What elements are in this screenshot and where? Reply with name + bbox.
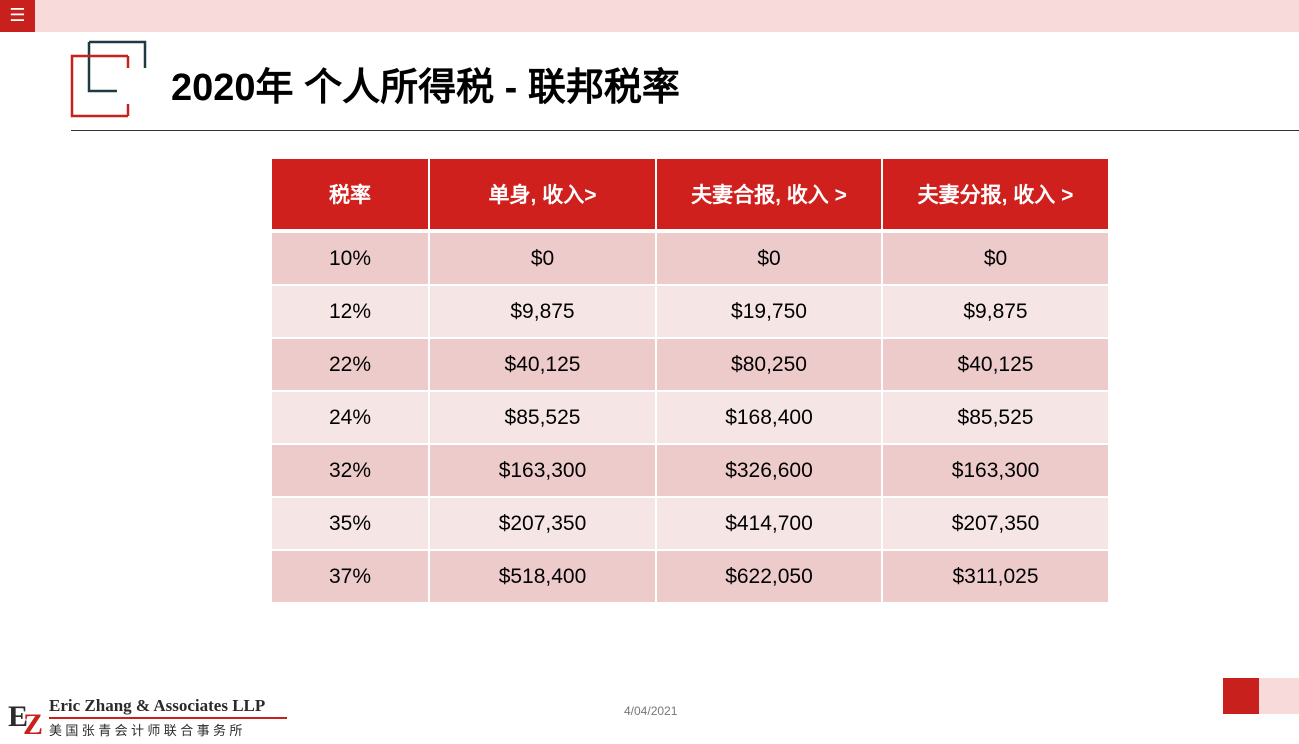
hamburger-icon: ☰ [9,5,26,25]
married-separate-cell: $9,875 [881,284,1110,339]
married-joint-cell: $0 [655,230,883,286]
corner-square-red [1223,678,1259,714]
married-separate-cell: $207,350 [881,496,1110,551]
rate-cell: 10% [270,230,430,286]
married-separate-cell: $311,025 [881,549,1110,604]
rate-cell: 32% [270,443,430,498]
table-row: 12% $9,875 $19,750 $9,875 [270,284,1110,339]
top-bar [0,0,1299,32]
single-cell: $207,350 [428,496,657,551]
svg-text:E: E [8,700,28,733]
company-name-chinese: 美国张青会计师联合事务所 [49,723,246,738]
married-separate-cell: $163,300 [881,443,1110,498]
header-married-joint: 夫妻合报, 收入 > [655,157,883,233]
header-married-separate: 夫妻分报, 收入 > [881,157,1110,233]
table-row: 10% $0 $0 $0 [270,230,1110,286]
slide-date: 4/04/2021 [624,704,678,718]
table-row: 24% $85,525 $168,400 $85,525 [270,390,1110,445]
rate-cell: 24% [270,390,430,445]
single-cell: $518,400 [428,549,657,604]
rate-cell: 37% [270,549,430,604]
company-name: Eric Zhang & Associates LLP [49,696,266,715]
title-corner-decoration [70,40,147,118]
title-divider [71,130,1299,131]
married-joint-cell: $19,750 [655,284,883,339]
single-cell: $9,875 [428,284,657,339]
table-row: 35% $207,350 $414,700 $207,350 [270,496,1110,551]
married-separate-cell: $40,125 [881,337,1110,392]
tax-rate-table: 税率 单身, 收入> 夫妻合报, 收入 > 夫妻分报, 收入 > 10% $0 … [270,157,1110,604]
single-cell: $85,525 [428,390,657,445]
married-joint-cell: $622,050 [655,549,883,604]
single-cell: $40,125 [428,337,657,392]
header-single: 单身, 收入> [428,157,657,233]
married-joint-cell: $326,600 [655,443,883,498]
table-header-row: 税率 单身, 收入> 夫妻合报, 收入 > 夫妻分报, 收入 > [270,157,1110,233]
company-logo: E Z Eric Zhang & Associates LLP 美国张青会计师联… [7,696,292,738]
logo-divider [49,717,287,719]
rate-cell: 12% [270,284,430,339]
married-joint-cell: $80,250 [655,337,883,392]
married-separate-cell: $85,525 [881,390,1110,445]
slide-title: 2020年 个人所得税 - 联邦税率 [171,67,680,109]
table-row: 22% $40,125 $80,250 $40,125 [270,337,1110,392]
single-cell: $0 [428,230,657,286]
married-joint-cell: $414,700 [655,496,883,551]
svg-text:Z: Z [23,708,43,736]
rate-cell: 35% [270,496,430,551]
ez-logo-mark: E Z [8,700,43,736]
header-rate: 税率 [270,157,430,233]
single-cell: $163,300 [428,443,657,498]
married-separate-cell: $0 [881,230,1110,286]
menu-button[interactable]: ☰ [0,0,35,32]
married-joint-cell: $168,400 [655,390,883,445]
corner-square-pink [1259,678,1299,714]
table-row: 37% $518,400 $622,050 $311,025 [270,549,1110,604]
table-row: 32% $163,300 $326,600 $163,300 [270,443,1110,498]
rate-cell: 22% [270,337,430,392]
